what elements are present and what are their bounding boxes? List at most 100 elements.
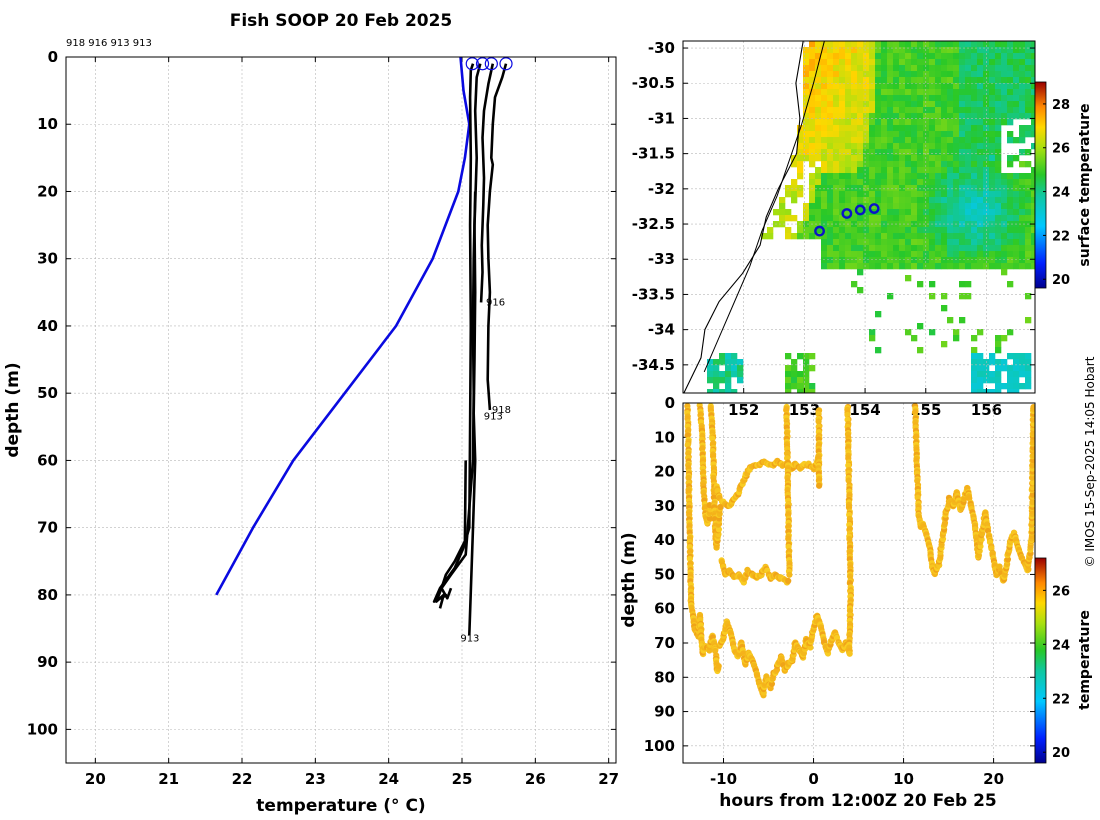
sst-cell xyxy=(839,155,846,162)
sst-cell xyxy=(857,269,864,276)
sst-cell xyxy=(935,137,942,144)
sst-cell xyxy=(1019,191,1026,198)
sst-cell xyxy=(905,137,912,144)
sst-cell xyxy=(839,71,846,78)
sst-cell xyxy=(953,173,960,180)
sst-cell xyxy=(941,215,948,222)
sst-cell xyxy=(917,95,924,102)
sst-cell xyxy=(941,305,948,312)
sst-cell xyxy=(911,65,918,72)
sst-cell xyxy=(995,341,1002,348)
sst-cell xyxy=(1019,83,1026,90)
sst-cell xyxy=(911,89,918,96)
map-lon-ticks: 152 153 154 155 156 xyxy=(728,401,1002,419)
sst-cell xyxy=(965,185,972,192)
sst-cell xyxy=(839,263,846,270)
sst-cell xyxy=(869,131,876,138)
sst-cell xyxy=(827,257,834,264)
sst-cell xyxy=(899,95,906,102)
sst-cell xyxy=(851,125,858,132)
sst-cell xyxy=(941,155,948,162)
sst-cell xyxy=(821,149,828,156)
sst-cell xyxy=(881,41,888,48)
sst-cell xyxy=(821,167,828,174)
sst-cell xyxy=(791,233,798,240)
sst-cell xyxy=(881,77,888,84)
sst-cell xyxy=(815,41,822,48)
profile-top-labels: 918 916 913 913 xyxy=(66,38,152,49)
sst-cell xyxy=(1019,215,1026,222)
sst-cell xyxy=(971,113,978,120)
sst-cell xyxy=(845,131,852,138)
sst-cell xyxy=(1031,83,1035,90)
sst-cell xyxy=(869,83,876,90)
sst-cell xyxy=(1019,257,1026,264)
sst-cell xyxy=(929,131,936,138)
sst-cell xyxy=(893,41,900,48)
sst-cell xyxy=(905,209,912,216)
sst-cell xyxy=(965,41,972,48)
sst-cell xyxy=(935,239,942,246)
sst-cell xyxy=(857,71,864,78)
sst-cell xyxy=(881,107,888,114)
sst-cell xyxy=(893,149,900,156)
sst-cell xyxy=(977,245,984,252)
sst-cell xyxy=(947,227,954,234)
sst-cell xyxy=(887,47,894,54)
sst-cell xyxy=(833,143,840,150)
sst-cell xyxy=(899,65,906,72)
sst-cell xyxy=(869,125,876,132)
sst-cell xyxy=(803,215,810,222)
sst-cell xyxy=(821,119,828,126)
sst-cell xyxy=(959,65,966,72)
sst-cell xyxy=(1007,119,1014,126)
sst-cell xyxy=(863,161,870,168)
y-tick-label: 100 xyxy=(644,737,675,755)
sst-cell xyxy=(893,107,900,114)
sst-cell xyxy=(809,143,816,150)
sst-cell xyxy=(971,131,978,138)
sst-cell xyxy=(887,65,894,72)
sst-cell xyxy=(947,167,954,174)
sst-cell xyxy=(1001,191,1008,198)
sst-cell xyxy=(1019,209,1026,216)
sst-cell xyxy=(953,137,960,144)
sst-cell xyxy=(803,209,810,216)
sst-cell xyxy=(1025,53,1032,60)
sst-cell xyxy=(899,53,906,60)
sst-cell xyxy=(917,281,924,288)
sst-cell xyxy=(923,251,930,258)
sst-cell xyxy=(929,119,936,126)
sst-cell xyxy=(827,179,834,186)
top-marker xyxy=(475,57,490,71)
sst-cell xyxy=(905,167,912,174)
sst-cell xyxy=(1025,263,1032,270)
sst-cell xyxy=(965,47,972,54)
sst-cell xyxy=(953,329,960,336)
sst-cell xyxy=(953,185,960,192)
track-dot xyxy=(845,462,852,469)
sst-cell xyxy=(923,89,930,96)
sst-cell xyxy=(869,137,876,144)
sst-cell xyxy=(845,179,852,186)
sst-cell xyxy=(899,263,906,270)
sst-cell xyxy=(863,221,870,228)
sst-cell xyxy=(1001,203,1008,210)
sst-cell xyxy=(947,101,954,108)
sst-cell xyxy=(971,89,978,96)
sst-cell xyxy=(1007,239,1014,246)
sst-cell xyxy=(887,59,894,66)
sst-cell xyxy=(917,173,924,180)
sst-cell xyxy=(911,185,918,192)
sst-cell xyxy=(821,155,828,162)
sst-cell xyxy=(905,215,912,222)
sst-cell xyxy=(815,71,822,78)
sst-cell xyxy=(869,47,876,54)
sst-cell xyxy=(887,95,894,102)
sst-cell xyxy=(887,113,894,120)
sst-cell xyxy=(863,77,870,84)
sst-cell xyxy=(1031,263,1035,270)
sst-cell xyxy=(929,53,936,60)
sst-cell xyxy=(1001,71,1008,78)
sst-cell xyxy=(971,143,978,150)
